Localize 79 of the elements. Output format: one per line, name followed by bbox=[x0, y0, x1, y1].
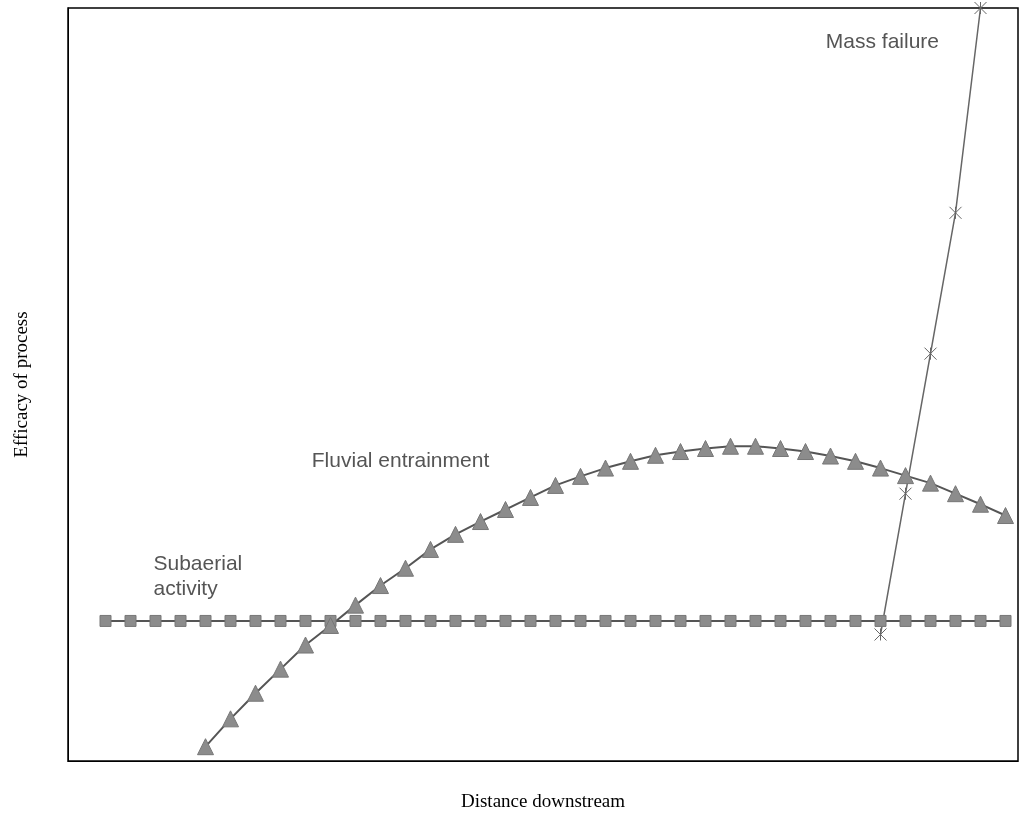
point bbox=[949, 206, 962, 220]
point bbox=[949, 614, 962, 627]
point bbox=[974, 614, 987, 627]
point bbox=[897, 467, 914, 485]
point bbox=[247, 684, 264, 702]
point bbox=[547, 476, 564, 494]
point bbox=[722, 437, 739, 455]
point bbox=[797, 443, 814, 461]
point bbox=[149, 614, 162, 627]
y-axis-title: Efficacy of process bbox=[10, 311, 31, 458]
point bbox=[874, 614, 887, 627]
point bbox=[599, 614, 612, 627]
point bbox=[224, 614, 237, 627]
point bbox=[472, 513, 489, 531]
point bbox=[422, 540, 439, 558]
point bbox=[297, 636, 314, 654]
point bbox=[322, 616, 339, 634]
point bbox=[197, 738, 214, 756]
point bbox=[899, 614, 912, 627]
point bbox=[497, 501, 514, 518]
point bbox=[372, 577, 389, 595]
point bbox=[399, 614, 412, 627]
point bbox=[799, 614, 812, 627]
x-axis-title: Distance downstream bbox=[460, 790, 626, 811]
point bbox=[997, 507, 1014, 525]
point bbox=[999, 614, 1012, 627]
point bbox=[524, 614, 537, 627]
point bbox=[347, 596, 364, 614]
point bbox=[499, 614, 512, 627]
series-label: Subaerial activity bbox=[153, 550, 243, 599]
point bbox=[374, 614, 387, 627]
point bbox=[572, 467, 589, 485]
point bbox=[924, 614, 937, 627]
point bbox=[672, 443, 689, 461]
point bbox=[474, 614, 487, 627]
point bbox=[272, 660, 289, 678]
point bbox=[824, 614, 837, 627]
point bbox=[699, 614, 712, 627]
point bbox=[424, 614, 437, 627]
point bbox=[924, 347, 937, 361]
point bbox=[622, 452, 639, 470]
point bbox=[974, 1, 987, 15]
point bbox=[574, 614, 587, 627]
point bbox=[899, 487, 912, 501]
series-label: Fluvial entrainment bbox=[311, 448, 490, 472]
point bbox=[849, 614, 862, 627]
point bbox=[274, 614, 287, 627]
point bbox=[874, 628, 887, 641]
point bbox=[749, 614, 762, 627]
point bbox=[124, 614, 137, 627]
point bbox=[299, 614, 312, 627]
point bbox=[747, 437, 764, 455]
point bbox=[199, 614, 212, 627]
point bbox=[847, 452, 864, 470]
point bbox=[947, 485, 964, 503]
point bbox=[922, 474, 939, 492]
point bbox=[447, 525, 464, 543]
point bbox=[449, 614, 462, 627]
point bbox=[249, 614, 262, 627]
point bbox=[972, 495, 989, 513]
point bbox=[597, 459, 614, 477]
point bbox=[522, 488, 539, 506]
point bbox=[174, 614, 187, 627]
point bbox=[549, 614, 562, 627]
point bbox=[772, 440, 789, 458]
point bbox=[397, 559, 414, 577]
point bbox=[649, 614, 662, 627]
point bbox=[724, 614, 737, 627]
point bbox=[349, 614, 362, 627]
point bbox=[674, 614, 687, 627]
point bbox=[624, 614, 637, 627]
point bbox=[647, 446, 664, 464]
point bbox=[822, 447, 839, 465]
point bbox=[99, 614, 112, 627]
point bbox=[697, 440, 714, 458]
point bbox=[872, 459, 889, 477]
point bbox=[222, 710, 239, 728]
series-label: Mass failure bbox=[825, 28, 939, 52]
point bbox=[774, 614, 787, 627]
